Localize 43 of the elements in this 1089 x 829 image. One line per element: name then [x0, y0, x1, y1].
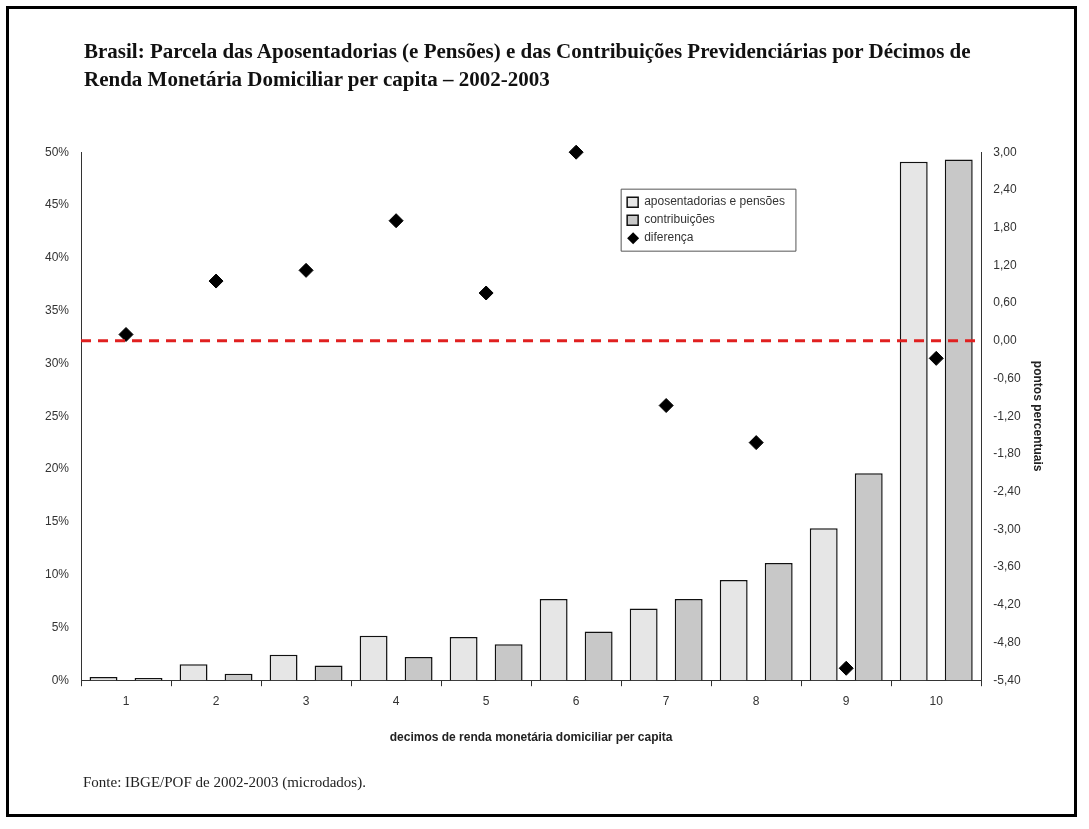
y-tick-label: 10%	[44, 566, 70, 581]
x-tick-label: 4	[392, 693, 400, 708]
y-tick-label: 20%	[44, 461, 70, 476]
y2-tick-label: 1,80	[993, 219, 1017, 234]
y-tick-label: 15%	[44, 514, 70, 529]
y2-tick-label: -3,00	[993, 521, 1021, 536]
y2-tick-label: 2,40	[993, 182, 1017, 197]
y-tick-label: 50%	[44, 144, 70, 159]
legend-label: diferença	[644, 230, 694, 245]
x-tick-label: 5	[482, 693, 490, 708]
y-tick-label: 5%	[51, 619, 70, 634]
y-tick-label: 35%	[44, 302, 70, 317]
y2-tick-label: -1,80	[993, 446, 1021, 461]
y2-tick-label: 0,00	[993, 333, 1017, 348]
x-tick-label: 6	[572, 693, 580, 708]
y2-tick-label: -3,60	[993, 559, 1021, 574]
x-tick-label: 9	[842, 693, 850, 708]
y2-axis-title: pontos percentuais	[1031, 360, 1046, 472]
legend-label: contribuições	[644, 212, 715, 227]
y2-tick-label: 0,60	[993, 295, 1017, 310]
x-tick-label: 1	[122, 693, 130, 708]
x-tick-label: 3	[302, 693, 310, 708]
y2-tick-label: -2,40	[993, 483, 1021, 498]
x-tick-label: 8	[752, 693, 760, 708]
x-tick-label: 7	[662, 693, 670, 708]
y-tick-label: 45%	[44, 197, 70, 212]
y2-tick-label: -4,80	[993, 634, 1021, 649]
x-axis-title: decimos de renda monetária domiciliar per capita	[389, 730, 673, 745]
y2-tick-label: 3,00	[993, 144, 1017, 159]
x-tick-label: 2	[212, 693, 220, 708]
y2-tick-label: -0,60	[993, 370, 1021, 385]
y-tick-label: 0%	[51, 672, 70, 687]
chart-title: Brasil: Parcela das Aposentadorias (e Pensões) e das Contribuições Previdenciárias por Décimos de Renda Monetária Domiciliar per capita – 2002-2003	[84, 38, 972, 93]
y2-tick-label: -4,20	[993, 597, 1021, 612]
y-tick-label: 40%	[44, 250, 70, 265]
source-note: Fonte: IBGE/POF de 2002-2003 (microdados).	[83, 774, 366, 791]
y2-tick-label: -1,20	[993, 408, 1021, 423]
y-tick-label: 30%	[44, 355, 70, 370]
y2-tick-label: 1,20	[993, 257, 1017, 272]
y-tick-label: 25%	[44, 408, 70, 423]
legend-label: aposentadorias e pensões	[644, 194, 785, 209]
y2-tick-label: -5,40	[993, 672, 1021, 687]
x-tick-label: 10	[929, 693, 944, 708]
